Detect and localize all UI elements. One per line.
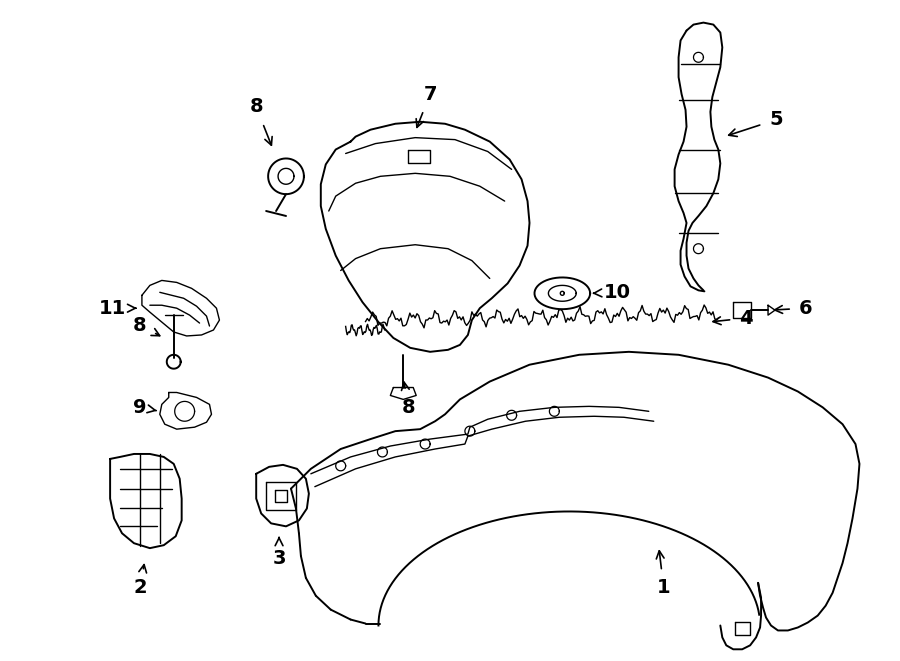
Text: 1: 1 xyxy=(656,551,670,598)
Text: 5: 5 xyxy=(729,110,783,136)
Text: 10: 10 xyxy=(593,283,631,302)
Text: 8: 8 xyxy=(249,97,272,145)
Text: 9: 9 xyxy=(133,398,157,417)
Text: 4: 4 xyxy=(713,309,753,328)
Text: 11: 11 xyxy=(98,299,136,318)
Text: 8: 8 xyxy=(401,382,415,417)
Text: 7: 7 xyxy=(416,85,436,128)
Text: 6: 6 xyxy=(775,299,813,318)
Text: 2: 2 xyxy=(133,564,147,598)
Text: 8: 8 xyxy=(133,315,159,336)
Text: 3: 3 xyxy=(273,538,286,568)
